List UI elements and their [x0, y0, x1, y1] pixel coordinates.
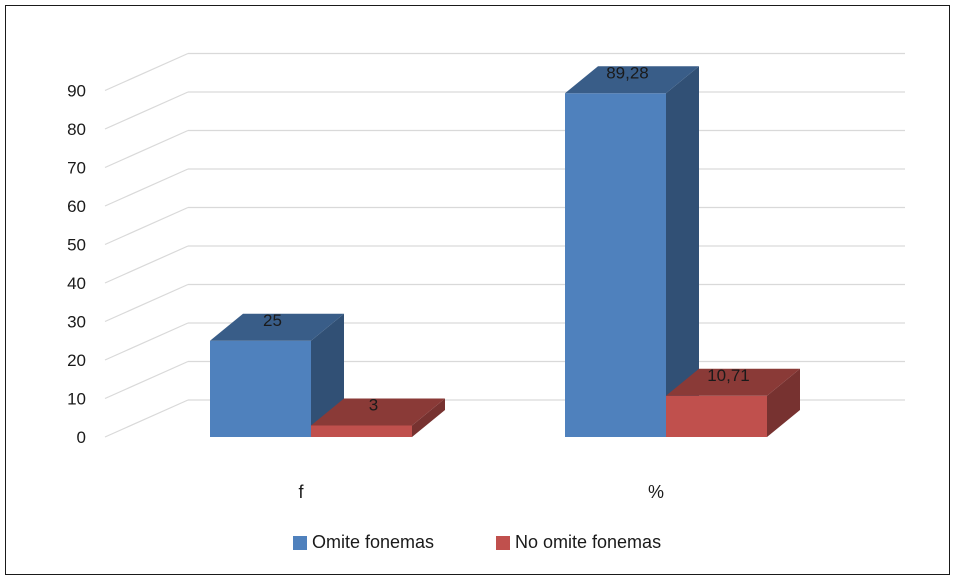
data-label: 10,71 — [707, 366, 750, 385]
y-tick-label: 30 — [67, 313, 86, 332]
y-tick-label: 50 — [67, 236, 86, 255]
bar-top — [666, 368, 800, 396]
bar-side — [412, 398, 445, 437]
bar-side — [666, 66, 699, 437]
gridline-side — [104, 52, 189, 92]
bar-front — [565, 93, 666, 437]
gridline-side — [104, 168, 189, 207]
bar-side — [767, 368, 800, 437]
x-category-label: % — [648, 482, 664, 502]
y-tick-label: 0 — [77, 428, 86, 447]
bar-top — [210, 313, 344, 341]
gridline-side — [104, 399, 189, 438]
bar-top — [311, 398, 445, 426]
data-label: 3 — [369, 395, 378, 414]
y-tick-label: 80 — [67, 120, 86, 139]
legend-label: Omite fonemas — [312, 532, 434, 552]
gridline-side — [104, 245, 189, 284]
y-tick-label: 10 — [67, 390, 86, 409]
bar-front — [311, 425, 412, 437]
bar-front — [210, 340, 311, 437]
data-label: 89,28 — [606, 63, 649, 82]
gridline-side — [104, 283, 189, 323]
y-tick-label: 40 — [67, 274, 86, 293]
y-tick-label: 60 — [67, 197, 86, 216]
bar-top — [565, 66, 699, 94]
legend-swatch — [293, 536, 307, 550]
gridline-side — [104, 360, 189, 400]
legend-label: No omite fonemas — [515, 532, 661, 552]
bar-front — [666, 395, 767, 437]
gridline-side — [104, 129, 189, 169]
data-label: 25 — [263, 311, 282, 330]
y-tick-label: 20 — [67, 351, 86, 370]
gridline-side — [104, 206, 189, 246]
gridline-side — [104, 322, 189, 361]
y-tick-label: 90 — [67, 82, 86, 101]
x-category-label: f — [298, 482, 304, 502]
gridline-side — [104, 91, 189, 130]
chart-frame — [5, 5, 950, 575]
legend-swatch — [496, 536, 510, 550]
y-tick-label: 70 — [67, 159, 86, 178]
